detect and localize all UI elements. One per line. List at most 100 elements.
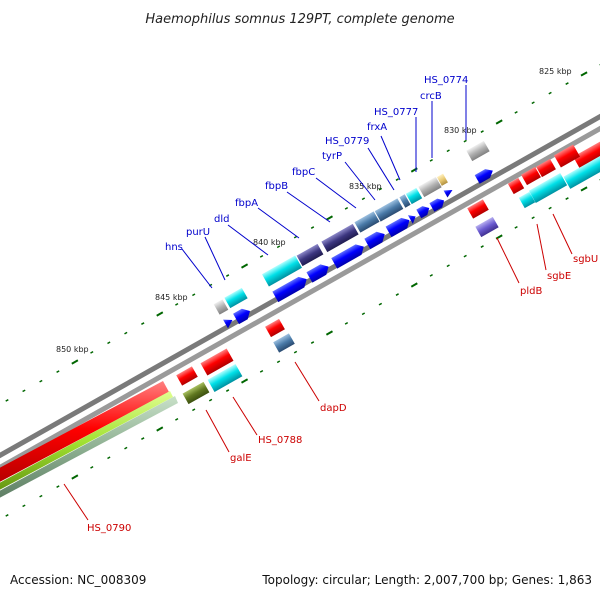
gene-galE[interactable] xyxy=(182,381,210,405)
major-tick xyxy=(241,263,249,269)
label-dld[interactable]: dld xyxy=(214,214,229,225)
minor-tick xyxy=(344,321,349,325)
scale-label-835: 835 kbp xyxy=(349,182,382,191)
minor-tick xyxy=(378,302,383,306)
gene-hs0788[interactable] xyxy=(207,364,243,392)
label-fbpB[interactable]: fbpB xyxy=(265,181,288,192)
label-pldB[interactable]: pldB xyxy=(520,286,542,297)
minor-tick xyxy=(90,465,94,469)
minor-tick xyxy=(259,254,264,258)
label-crcB[interactable]: crcB xyxy=(420,91,442,102)
minor-tick xyxy=(429,158,433,162)
gene-sgbU[interactable] xyxy=(563,155,600,189)
minor-tick xyxy=(565,82,569,85)
label-hs0779[interactable]: HS_0779 xyxy=(325,136,369,147)
minor-tick xyxy=(22,389,26,393)
minor-tick xyxy=(310,341,315,344)
major-tick xyxy=(580,71,588,77)
minor-tick xyxy=(39,494,43,498)
minor-tick xyxy=(293,350,298,354)
gene-hns[interactable] xyxy=(213,299,229,315)
minor-tick xyxy=(175,302,179,306)
label-hns[interactable]: hns xyxy=(165,242,183,253)
minor-tick xyxy=(480,130,484,133)
label-fbpA[interactable]: fbpA xyxy=(235,198,258,209)
minor-tick xyxy=(344,206,349,210)
label-hs0777[interactable]: HS_0777 xyxy=(374,107,418,118)
label-hs0788[interactable]: HS_0788 xyxy=(258,435,302,446)
gene-dapD-red[interactable] xyxy=(265,318,285,338)
minor-tick xyxy=(480,245,484,248)
minor-tick xyxy=(225,274,230,277)
minor-tick xyxy=(531,216,535,220)
gene-tyrP[interactable] xyxy=(374,198,404,222)
leader-lines xyxy=(63,85,573,521)
major-tick xyxy=(156,426,164,432)
label-dapD[interactable]: dapD xyxy=(320,403,347,414)
minor-tick xyxy=(56,370,60,373)
gene-pldB-red[interactable] xyxy=(467,199,489,219)
gene-hs0779b[interactable] xyxy=(399,194,411,208)
gene-hs0774[interactable] xyxy=(466,140,490,162)
minor-tick xyxy=(5,514,9,517)
backbone xyxy=(0,113,600,471)
gene-fbpA[interactable] xyxy=(296,243,324,267)
topology-summary: Topology: circular; Length: 2,007,700 bp… xyxy=(262,573,592,587)
label-hs0790[interactable]: HS_0790 xyxy=(87,523,131,534)
scale-label-840: 840 kbp xyxy=(253,238,286,247)
label-hs0774[interactable]: HS_0774 xyxy=(424,75,468,86)
minor-tick xyxy=(208,398,213,402)
minor-tick xyxy=(276,245,281,249)
major-tick xyxy=(410,282,418,288)
label-sgbU[interactable]: sgbU xyxy=(573,254,598,265)
minor-tick xyxy=(56,485,60,488)
accession-text: Accession: NC_008309 xyxy=(10,573,147,587)
minor-tick xyxy=(378,187,383,191)
minor-tick xyxy=(141,437,145,440)
gene-purU[interactable] xyxy=(224,287,248,309)
minor-tick xyxy=(446,264,450,268)
scale-labels: 825 kbp 830 kbp 835 kbp 840 kbp 845 kbp … xyxy=(56,67,572,354)
scale-label-825: 825 kbp xyxy=(539,67,572,76)
minor-tick xyxy=(5,399,9,402)
minor-tick xyxy=(175,417,179,421)
label-frxA[interactable]: frxA xyxy=(367,122,387,133)
gene-hs0777[interactable] xyxy=(436,173,448,186)
long-genes xyxy=(0,381,178,503)
major-tick xyxy=(325,330,333,336)
gene-fbpB[interactable] xyxy=(321,223,359,253)
minor-tick xyxy=(276,360,281,364)
gene-hs0779[interactable] xyxy=(405,187,423,205)
forward-strand-genes xyxy=(213,140,496,329)
gene-frxA[interactable] xyxy=(418,176,442,198)
major-tick xyxy=(580,186,588,192)
minor-tick xyxy=(124,331,128,335)
minor-tick xyxy=(22,504,26,508)
label-purU[interactable]: purU xyxy=(186,227,210,238)
gene-sgbE[interactable] xyxy=(528,173,568,203)
gene-hs0790-sage[interactable] xyxy=(0,396,178,503)
minor-tick xyxy=(395,293,399,296)
scale-label-830: 830 kbp xyxy=(444,126,477,135)
minor-tick xyxy=(107,341,111,345)
label-sgbE[interactable]: sgbE xyxy=(547,271,571,282)
minor-tick xyxy=(192,293,196,297)
label-tyrP[interactable]: tyrP xyxy=(322,151,342,162)
gene-sgbU-red[interactable] xyxy=(573,137,600,169)
minor-tick xyxy=(361,197,366,201)
gene-crcB[interactable] xyxy=(474,166,496,184)
gene-pldB[interactable] xyxy=(475,216,499,238)
gene-fbpC[interactable] xyxy=(354,211,380,233)
gene-dld[interactable] xyxy=(262,255,302,287)
minor-tick xyxy=(565,197,569,200)
label-fbpC[interactable]: fbpC xyxy=(292,167,315,178)
forward-gene-labels: HS_0774 crcB HS_0777 frxA HS_0779 tyrP f… xyxy=(165,75,468,253)
label-galE[interactable]: galE xyxy=(230,453,252,464)
gene-hs0790-red[interactable] xyxy=(0,381,169,487)
reverse-gene-labels: sgbU sgbE pldB dapD HS_0788 galE HS_0790 xyxy=(87,254,598,534)
gene-dapD[interactable] xyxy=(273,333,295,353)
major-tick xyxy=(325,215,333,221)
scale-label-850: 850 kbp xyxy=(56,345,89,354)
gene-hs0790-lime[interactable] xyxy=(0,391,173,495)
